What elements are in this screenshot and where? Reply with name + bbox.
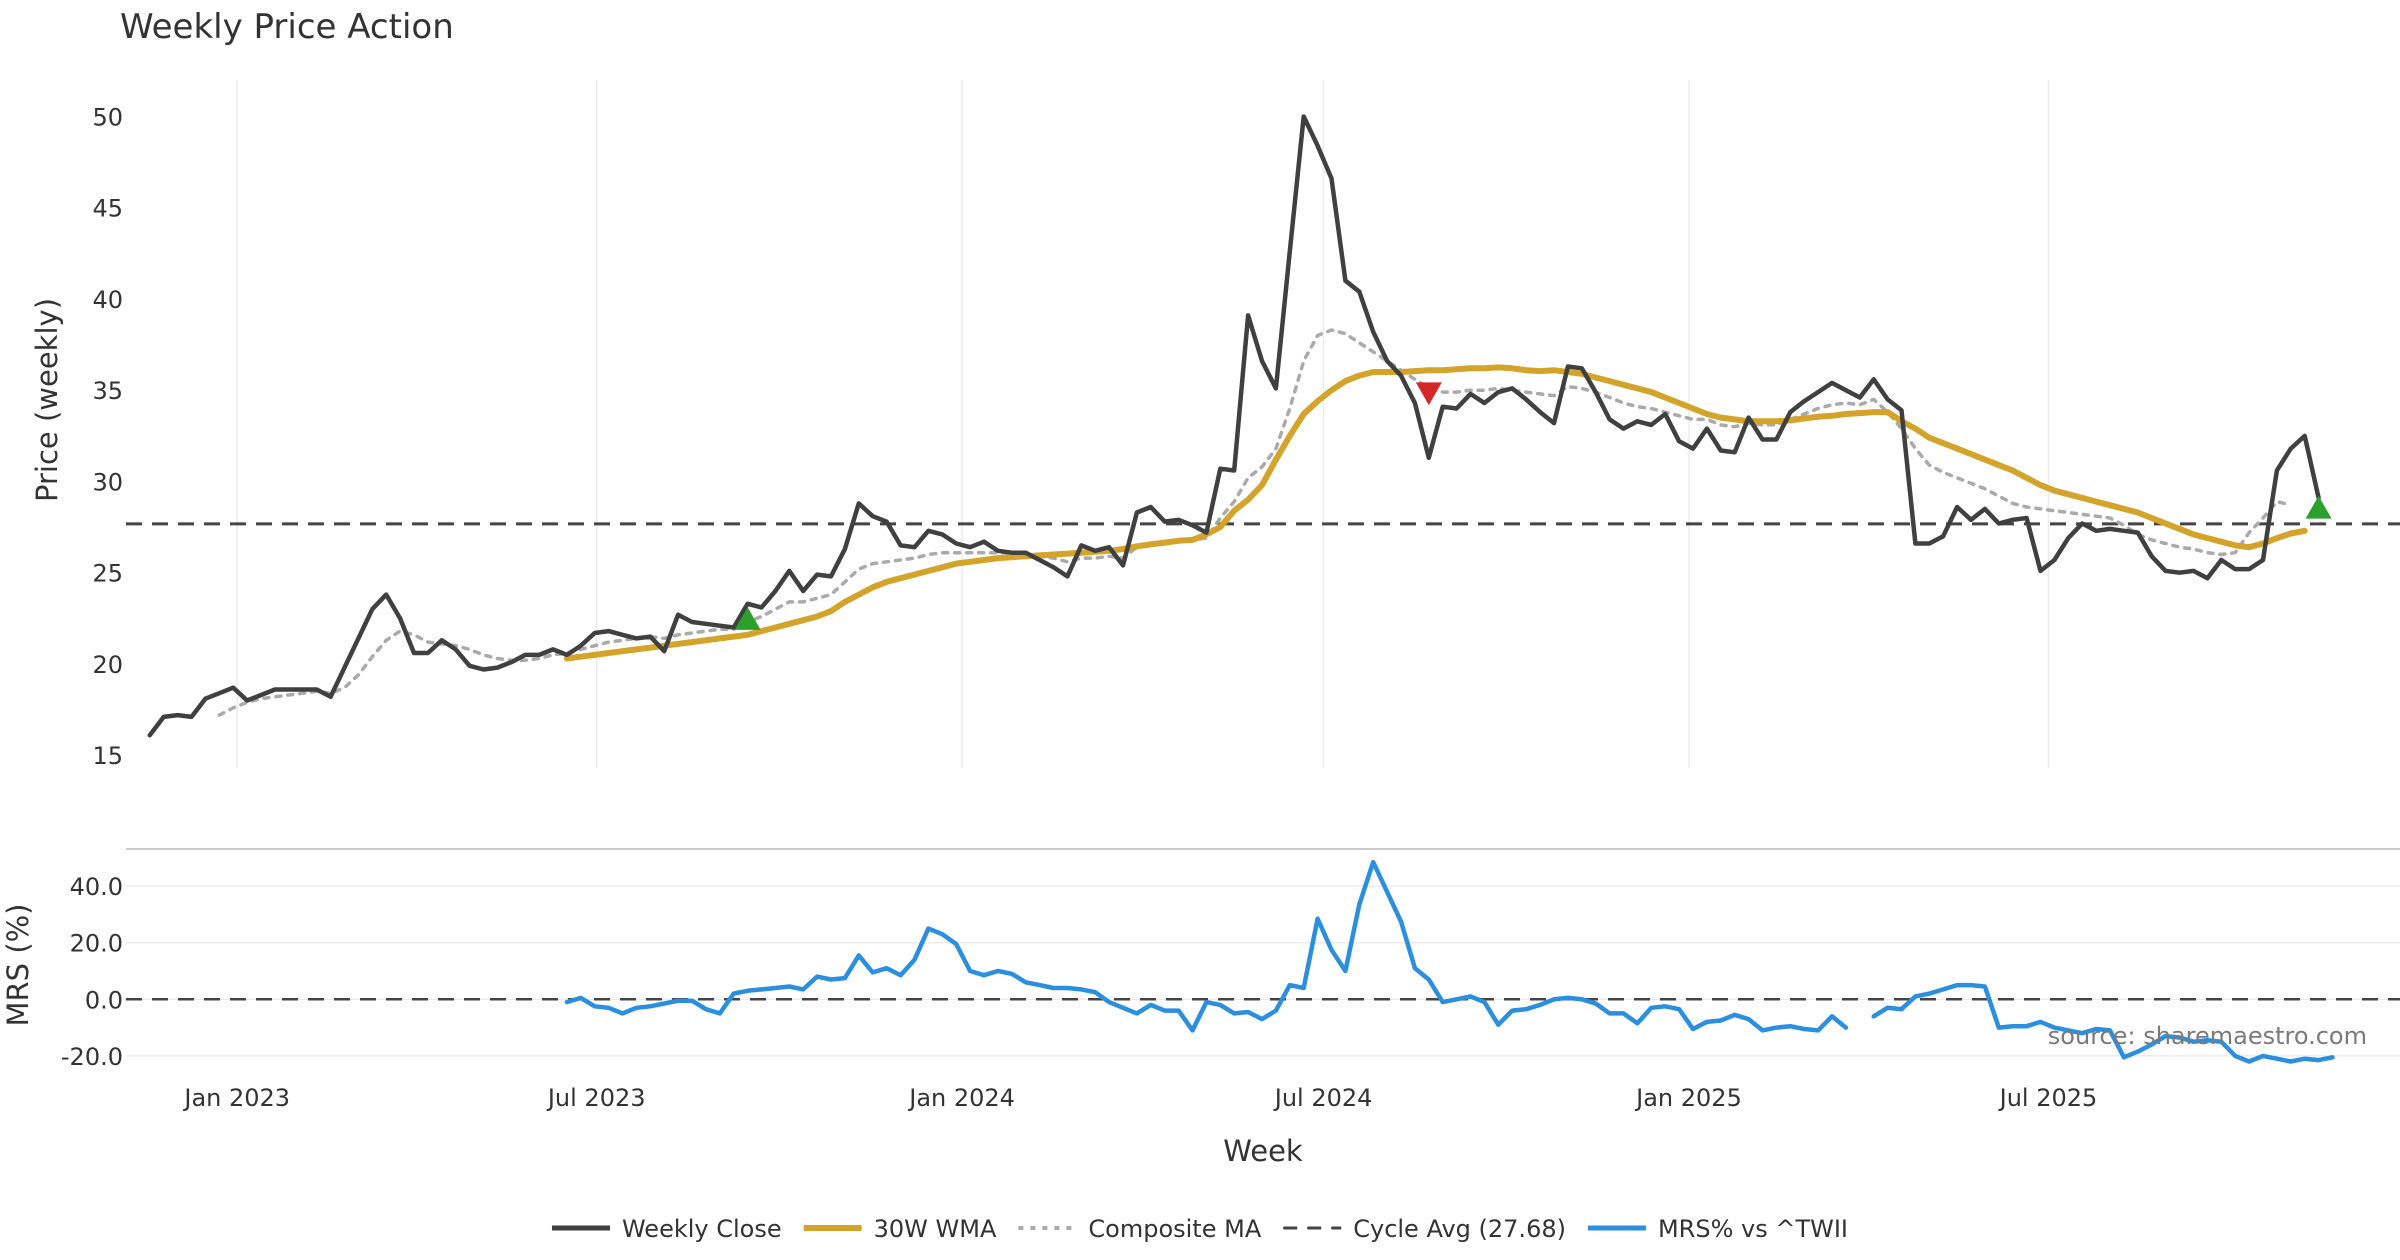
- mrs-y-tick-label: -20.0: [61, 1043, 123, 1071]
- legend-label-mrs-vs-twii: MRS% vs ^TWII: [1658, 1215, 1848, 1243]
- legend-label-weekly-close: Weekly Close: [622, 1215, 782, 1243]
- x-tick-label: Jan 2023: [182, 1084, 290, 1112]
- mrs-y-ticks: -20.0 0.0 20.0 40.0: [61, 873, 123, 1071]
- x-axis-title: Week: [1223, 1134, 1303, 1168]
- price-y-tick-label: 45: [92, 195, 123, 223]
- series-line-weekly-close: [147, 114, 2321, 738]
- signal-markers: [734, 382, 2332, 630]
- mrs-y-axis-title: MRS (%): [1, 904, 35, 1027]
- price-y-tick-label: 35: [92, 377, 123, 405]
- legend-label-composite-ma: Composite MA: [1088, 1215, 1261, 1243]
- buy-signal-marker: [2305, 495, 2332, 519]
- x-tick-label: Jul 2023: [546, 1084, 646, 1112]
- price-y-tick-label: 25: [92, 560, 123, 588]
- price-y-tick-label: 15: [92, 742, 123, 770]
- series-line-composite-ma: [217, 328, 2293, 717]
- mrs-grid: [126, 885, 2400, 1057]
- price-y-tick-label: 50: [92, 103, 123, 131]
- mrs-y-tick-label: 20.0: [70, 930, 123, 958]
- series-line-30w-wma: [563, 364, 2308, 662]
- legend: Weekly Close 30W WMA Composite MA Cycle Avg…: [551, 1215, 1848, 1243]
- price-y-ticks: 15 20 25 30 35 40 45 50: [92, 103, 123, 770]
- price-grid: [236, 80, 2050, 768]
- legend-label-cycle-avg-27-68: Cycle Avg (27.68): [1353, 1215, 1566, 1243]
- x-tick-label: Jan 2025: [1634, 1084, 1742, 1112]
- source-annotation: source: sharemaestro.com: [2048, 1022, 2367, 1050]
- mrs-y-tick-label: 0.0: [85, 986, 123, 1014]
- x-tick-label: Jul 2025: [1998, 1084, 2098, 1112]
- price-series: [147, 114, 2321, 738]
- mrs-y-tick-label: 40.0: [70, 873, 123, 901]
- x-tick-label: Jul 2024: [1273, 1084, 1373, 1112]
- series-line-mrs-vs-twii: [564, 859, 2335, 1064]
- x-tick-label: Jan 2024: [907, 1084, 1015, 1112]
- price-y-tick-label: 30: [92, 468, 123, 496]
- legend-label-30w-wma: 30W WMA: [874, 1215, 997, 1243]
- x-ticks: Jan 2023 Jul 2023 Jan 2024 Jul 2024 Jan 2025…: [182, 1084, 2097, 1112]
- price-y-axis-title: Price (weekly): [30, 298, 64, 502]
- mrs-series: [564, 859, 2335, 1064]
- sell-signal-marker: [1415, 382, 1442, 406]
- buy-signal-marker: [734, 607, 761, 630]
- price-y-tick-label: 40: [92, 286, 123, 314]
- chart-title: Weekly Price Action: [120, 7, 454, 47]
- price-y-tick-label: 20: [92, 651, 123, 679]
